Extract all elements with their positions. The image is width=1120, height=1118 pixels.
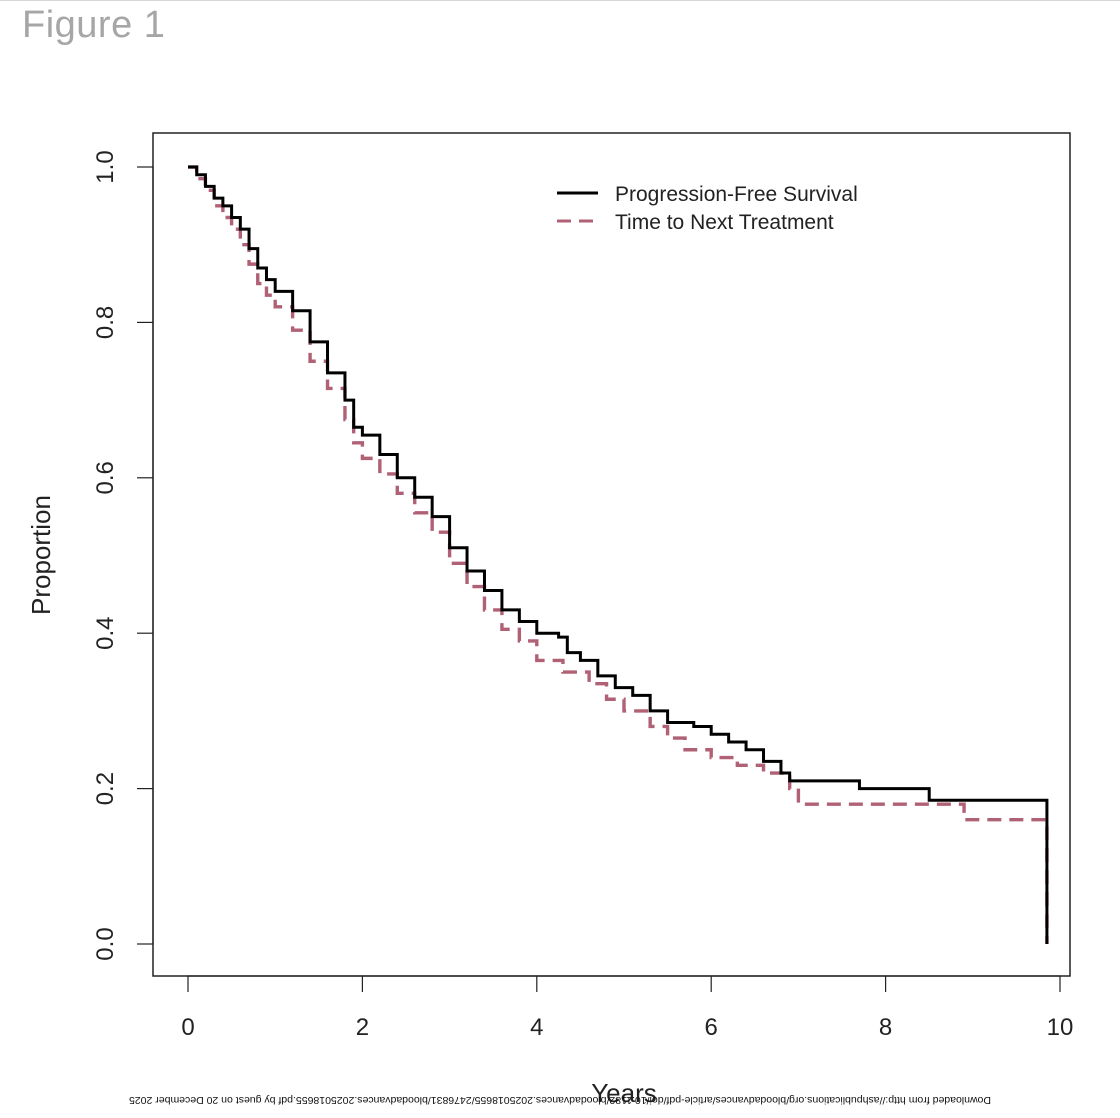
y-tick-label: 0.2 [92,772,119,805]
x-tick-label: 10 [1047,1014,1074,1041]
plot-frame [152,132,1071,977]
series-line-time-to-next-treatment [188,165,1049,944]
x-tick-label: 4 [530,1014,543,1041]
series-layer [188,165,1049,944]
x-tick-label: 8 [879,1014,892,1041]
y-axis-title: Proportion [26,495,56,615]
y-tick-label: 1.0 [92,150,119,183]
x-axis: 0 2 4 6 8 10 [181,975,1074,1041]
y-tick-label: 0.8 [92,306,119,339]
top-rule [0,0,1120,1]
series-line-progression-free-survival [188,165,1049,944]
y-axis: 0.0 0.2 0.4 0.6 0.8 1.0 [92,150,154,961]
y-tick-label: 0.6 [92,461,119,494]
x-axis-title: Years [591,1078,657,1108]
x-tick-label: 0 [181,1014,194,1041]
legend: Progression-Free Survival Time to Next Tr… [557,183,858,234]
x-tick-label: 2 [356,1014,369,1041]
legend-label: Progression-Free Survival [615,183,858,206]
x-tick-label: 6 [705,1014,718,1041]
y-tick-label: 0.4 [92,617,119,650]
figure-label: Figure 1 [22,4,166,46]
y-tick-label: 0.0 [92,927,119,960]
download-footer: Downloaded from http://ashpublications.o… [128,1094,992,1106]
legend-label: Time to Next Treatment [615,211,834,234]
